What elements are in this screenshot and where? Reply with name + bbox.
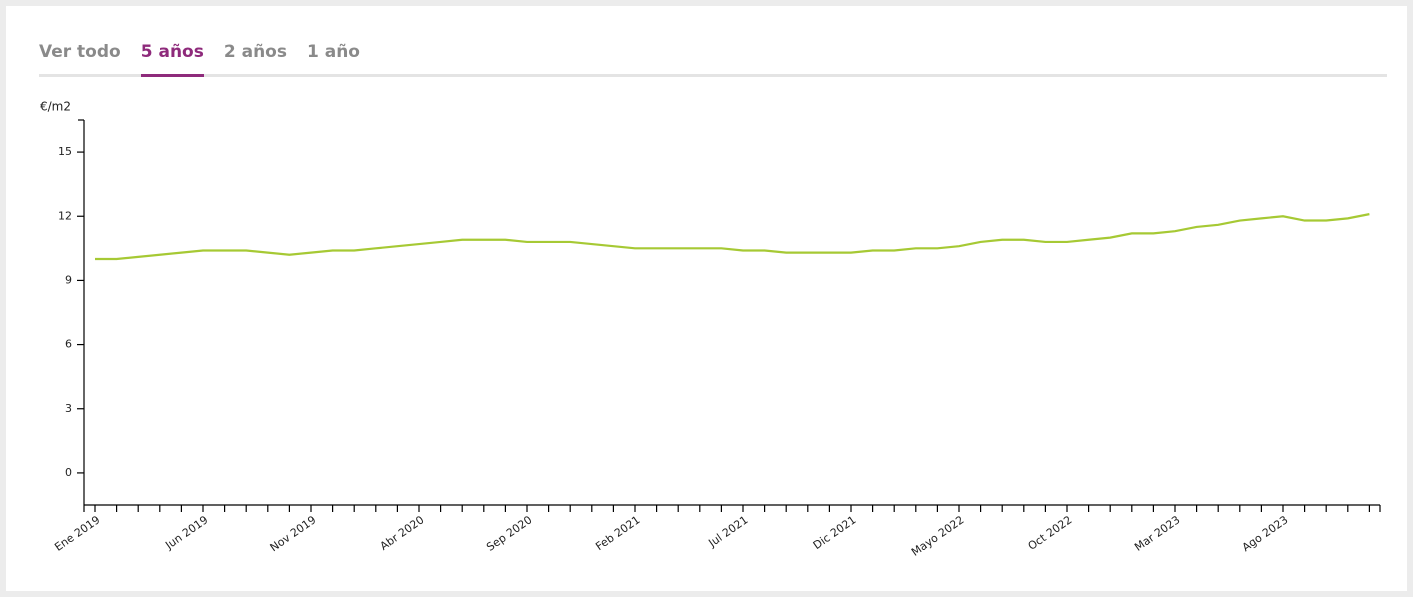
- range-tab[interactable]: 5 años: [140, 36, 204, 77]
- x-tick-label: Abr 2020: [378, 513, 427, 553]
- card: Ver todo 5 años 2 años 1 año: [6, 6, 1407, 591]
- range-tab[interactable]: 1 año: [306, 42, 360, 62]
- range-tab[interactable]: Ver todo: [39, 42, 121, 62]
- x-tick-label: Jun 2019: [162, 513, 210, 552]
- x-tick-label: Mayo 2022: [909, 513, 966, 559]
- data-line: [95, 213, 1370, 261]
- range-tab[interactable]: 2 años: [223, 42, 287, 62]
- x-tick-label: Mar 2023: [1132, 513, 1182, 554]
- x-tick-label: Dic 2021: [811, 513, 859, 552]
- tab-bar: Ver todo 5 años 2 años 1 año: [39, 36, 1387, 77]
- y-tick-label: 0: [65, 466, 72, 479]
- x-tick-label: Ene 2019: [52, 513, 102, 554]
- y-axis-label: €/m2: [40, 100, 71, 114]
- y-tick-label: 12: [58, 209, 72, 222]
- x-tick-label: Ago 2023: [1240, 513, 1291, 554]
- y-tick-label: 3: [65, 402, 72, 415]
- x-tick-label: Jul 2021: [705, 513, 750, 550]
- x-tick-label: Oct 2022: [1026, 513, 1075, 553]
- y-tick-label: 9: [65, 273, 72, 286]
- y-tick-label: 6: [65, 338, 72, 351]
- y-tick-label: 15: [58, 145, 72, 158]
- x-tick-label: Sep 2020: [484, 513, 534, 554]
- x-tick-label: Nov 2019: [268, 513, 319, 554]
- x-tick-label: Feb 2021: [593, 513, 642, 553]
